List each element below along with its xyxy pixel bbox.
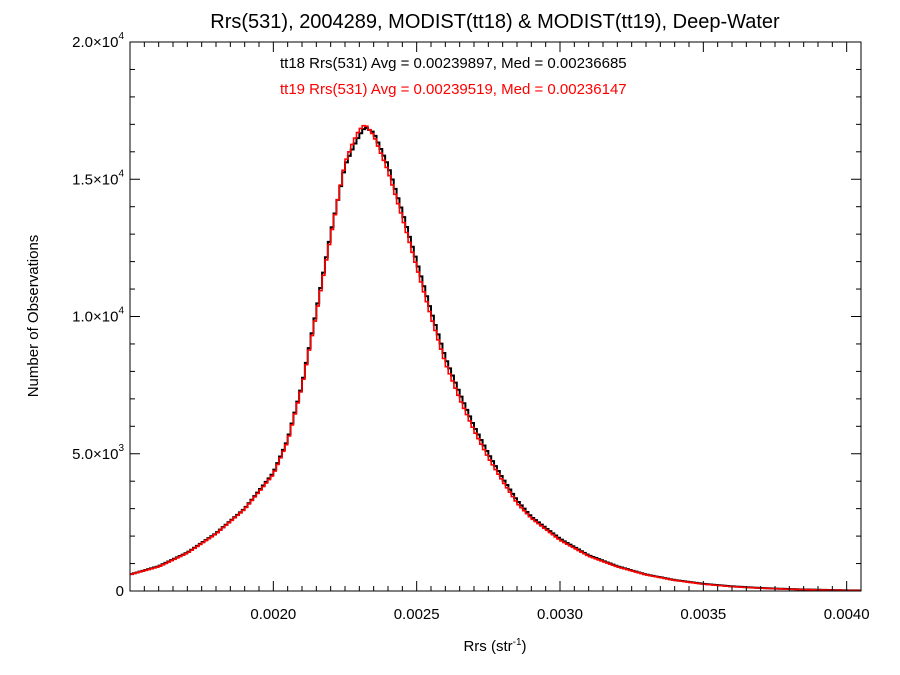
x-axis-label-base: Rrs (str: [463, 638, 512, 655]
x-tick-label: 0.0040: [824, 606, 870, 623]
x-tick-label: 0.0030: [537, 606, 583, 623]
x-axis-label-sup: -1: [513, 637, 522, 648]
annotation-tt19: tt19 Rrs(531) Avg = 0.00239519, Med = 0.…: [280, 81, 627, 98]
y-tick-label: 1.5×104: [72, 168, 124, 188]
y-tick-label: 0: [116, 583, 124, 600]
x-tick-label: 0.0035: [680, 606, 726, 623]
annotation-tt18: tt18 Rrs(531) Avg = 0.00239897, Med = 0.…: [280, 55, 627, 72]
series-line-1: [130, 127, 861, 592]
ticks-layer: 0.0020 0.0025 0.0030 0.0035 0.0040 0 5.0×103 1.…: [72, 31, 869, 623]
x-axis-label-tail: ): [522, 638, 527, 655]
series-line-2: [130, 124, 861, 592]
x-tick-label: 0.0020: [250, 606, 296, 623]
x-axis-label: Rrs (str-1): [463, 637, 526, 655]
x-tick-label: 0.0025: [394, 606, 440, 623]
chart-title: Rrs(531), 2004289, MODIST(tt18) & MODIST…: [210, 11, 780, 33]
plot-frame: [129, 41, 862, 592]
series-layer: [130, 124, 861, 592]
y-tick-label: 2.0×104: [72, 31, 124, 51]
y-tick-label: 1.0×104: [72, 306, 124, 326]
y-axis-label: Number of Observations: [25, 235, 42, 398]
y-tick-label: 5.0×103: [72, 443, 124, 463]
